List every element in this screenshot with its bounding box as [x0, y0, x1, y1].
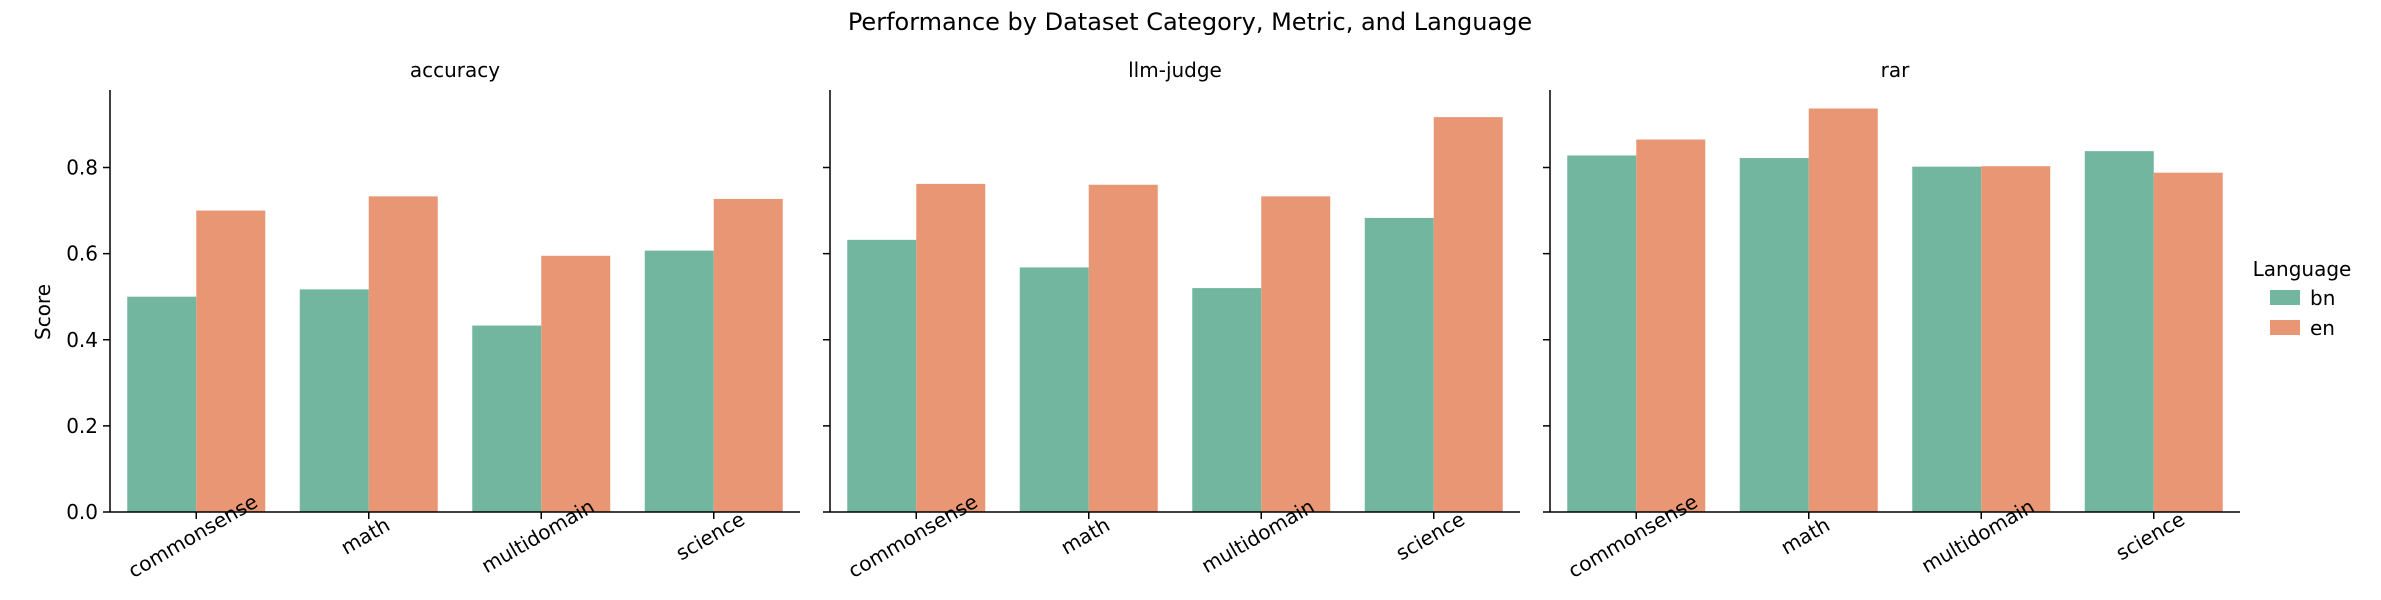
- bar-llm-judge-commonsense-en: [916, 183, 986, 512]
- legend-title: Language: [2253, 257, 2352, 281]
- bar-accuracy-science-bn: [644, 250, 714, 513]
- bar-llm-judge-math-bn: [1019, 267, 1089, 512]
- panel-title: llm-judge: [1128, 58, 1222, 82]
- x-tick-label: math: [1057, 512, 1114, 559]
- x-tick-label: math: [1777, 512, 1834, 559]
- bar-llm-judge-science-bn: [1364, 217, 1434, 512]
- bar-accuracy-math-bn: [299, 289, 369, 512]
- bar-llm-judge-science-en: [1433, 117, 1503, 512]
- y-tick-label: 0.0: [66, 500, 98, 524]
- bar-accuracy-commonsense-en: [196, 210, 266, 513]
- bar-accuracy-commonsense-bn: [127, 296, 197, 512]
- x-tick-label: science: [1392, 507, 1469, 565]
- bar-llm-judge-math-en: [1088, 184, 1158, 513]
- bar-rar-multidomain-bn: [1912, 166, 1982, 512]
- bar-llm-judge-multidomain-bn: [1192, 288, 1262, 512]
- legend-label-en: en: [2310, 316, 2335, 340]
- bar-llm-judge-commonsense-bn: [847, 239, 917, 512]
- legend: Language bn en: [2253, 257, 2352, 340]
- bar-rar-commonsense-bn: [1567, 155, 1637, 512]
- chart-title: Performance by Dataset Category, Metric,…: [848, 8, 1532, 36]
- x-tick-label: math: [337, 512, 394, 559]
- bar-rar-math-bn: [1739, 158, 1809, 512]
- y-tick-label: 0.2: [66, 414, 98, 438]
- bar-rar-commonsense-en: [1636, 139, 1706, 513]
- bar-accuracy-science-en: [713, 198, 783, 513]
- y-tick-label: 0.8: [66, 156, 98, 180]
- panel-title: accuracy: [410, 58, 500, 82]
- bar-llm-judge-multidomain-en: [1261, 196, 1331, 513]
- bar-rar-math-en: [1808, 108, 1878, 512]
- legend-swatch-en: [2270, 320, 2300, 335]
- bar-rar-multidomain-en: [1981, 166, 2051, 512]
- y-tick-label: 0.6: [66, 242, 98, 266]
- x-tick-label: science: [2112, 507, 2189, 565]
- bar-rar-science-en: [2153, 172, 2223, 512]
- legend-swatch-bn: [2270, 290, 2300, 305]
- bar-accuracy-math-en: [368, 196, 438, 513]
- bar-accuracy-multidomain-bn: [472, 325, 542, 512]
- legend-label-bn: bn: [2310, 286, 2335, 310]
- y-axis-label: Score: [31, 284, 55, 340]
- bar-rar-science-bn: [2084, 151, 2154, 512]
- panel-title: rar: [1881, 58, 1910, 82]
- y-tick-label: 0.4: [66, 328, 98, 352]
- x-tick-label: science: [672, 507, 749, 565]
- bar-accuracy-multidomain-en: [541, 255, 611, 513]
